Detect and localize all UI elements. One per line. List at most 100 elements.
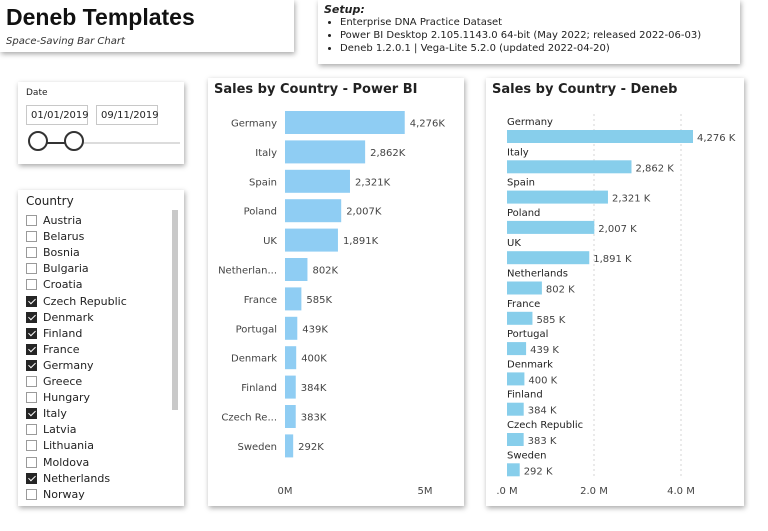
checkbox-icon[interactable] — [26, 392, 37, 404]
checkbox-icon[interactable] — [26, 311, 37, 323]
data-label: 2,862K — [370, 148, 406, 159]
checkbox-icon[interactable] — [26, 263, 37, 275]
bar — [507, 342, 527, 356]
category-label: Spain — [507, 178, 535, 189]
country-item-label: France — [43, 342, 80, 356]
country-item-label: Denmark — [43, 310, 94, 324]
setup-list: Enterprise DNA Practice Dataset Power BI… — [328, 16, 701, 55]
checkbox-icon[interactable] — [26, 247, 37, 259]
country-item-moldova[interactable]: Moldova — [26, 456, 176, 472]
data-label: 400K — [301, 354, 327, 365]
data-label: 292 K — [524, 466, 553, 477]
data-label: 4,276 K — [697, 133, 736, 144]
country-item-norway[interactable]: Norway — [26, 488, 176, 504]
bar — [285, 169, 350, 193]
data-label: 2,321K — [355, 177, 391, 188]
country-item-label: Finland — [43, 326, 83, 340]
checkbox-icon[interactable] — [26, 488, 37, 500]
country-item-label: Latvia — [43, 423, 77, 437]
category-label: Portugal — [507, 329, 548, 340]
date-slider-range — [38, 142, 74, 144]
country-item-croatia[interactable]: Croatia — [26, 278, 176, 294]
country-list-scrollbar[interactable] — [172, 210, 178, 410]
powerbi-bar-chart: Germany 4,276K Italy 2,862K Spain 2,321K Polan… — [218, 111, 445, 497]
country-item-greece[interactable]: Greece — [26, 375, 176, 391]
country-item-france[interactable]: France — [26, 343, 176, 359]
page-title: Deneb Templates — [6, 4, 195, 30]
end-date-input[interactable]: 09/11/2019 — [96, 105, 159, 125]
country-item-austria[interactable]: Austria — [26, 214, 176, 230]
bar — [507, 311, 533, 325]
checkbox-icon[interactable] — [26, 215, 37, 226]
category-label: UK — [263, 236, 277, 247]
x-tick-label: .0 M — [496, 486, 517, 497]
category-label: Italy — [507, 147, 529, 158]
deneb-chart-card: Sales by Country - Deneb Germany 4,276 K I… — [486, 78, 744, 506]
country-item-netherlands[interactable]: Netherlands — [26, 472, 176, 488]
category-label: Poland — [244, 207, 277, 218]
country-item-label: Austria — [43, 214, 82, 227]
data-label: 2,321 K — [612, 194, 651, 205]
data-label: 585 K — [536, 315, 565, 326]
start-date-input[interactable]: 01/01/2019 — [26, 105, 89, 125]
powerbi-chart-title: Sales by Country - Power BI — [214, 82, 418, 97]
checkbox-icon[interactable] — [26, 231, 37, 243]
date-slider-start-handle[interactable] — [28, 131, 48, 151]
powerbi-chart-card: Sales by Country - Power BI Germany 4,276… — [208, 78, 464, 506]
country-item-czech-republic[interactable]: Czech Republic — [26, 295, 176, 311]
date-slider-end-handle[interactable] — [64, 131, 84, 151]
country-item-italy[interactable]: Italy — [26, 407, 176, 423]
category-label: Sweden — [237, 442, 277, 453]
country-item-germany[interactable]: Germany — [26, 359, 176, 375]
deneb-chart-title: Sales by Country - Deneb — [492, 82, 678, 97]
country-item-bulgaria[interactable]: Bulgaria — [26, 262, 176, 278]
country-item-finland[interactable]: Finland — [26, 327, 176, 343]
country-item-lithuania[interactable]: Lithuania — [26, 439, 176, 455]
country-item-latvia[interactable]: Latvia — [26, 423, 176, 439]
category-label: France — [507, 299, 540, 310]
bar — [507, 402, 524, 416]
deneb-bar-chart: Germany 4,276 K Italy 2,862 K Spain 2,321 K Po… — [496, 114, 736, 497]
bar — [285, 258, 308, 281]
country-item-label: Moldova — [43, 455, 90, 469]
checkbox-icon[interactable] — [26, 456, 37, 468]
category-label: Germany — [231, 119, 277, 130]
checkbox-icon[interactable] — [26, 440, 37, 452]
country-item-label: Norway — [43, 487, 85, 501]
checkbox-icon[interactable] — [26, 279, 37, 291]
bar — [285, 228, 338, 252]
category-label: Czech Republic — [507, 420, 583, 431]
bar — [285, 405, 296, 428]
checkbox-icon[interactable] — [26, 295, 37, 307]
data-label: 585K — [306, 295, 332, 306]
country-item-label: Belarus — [43, 230, 85, 244]
bar — [507, 130, 693, 143]
checkbox-icon[interactable] — [26, 327, 37, 339]
bar — [507, 160, 632, 174]
data-label: 2,862 K — [635, 163, 674, 174]
checkbox-icon[interactable] — [26, 472, 37, 484]
category-label: Denmark — [231, 354, 277, 365]
checkbox-icon[interactable] — [26, 343, 37, 355]
country-item-denmark[interactable]: Denmark — [26, 311, 176, 327]
data-label: 802K — [312, 266, 338, 277]
data-label: 1,891K — [343, 236, 379, 247]
category-label: Sweden — [507, 450, 547, 461]
category-label: Poland — [507, 208, 540, 219]
checkbox-icon[interactable] — [26, 408, 37, 420]
country-item-label: Germany — [43, 358, 94, 372]
checkbox-icon[interactable] — [26, 376, 37, 387]
setup-heading: Setup: — [324, 3, 365, 16]
country-item-belarus[interactable]: Belarus — [26, 230, 176, 246]
setup-item-dataset: Enterprise DNA Practice Dataset — [340, 16, 701, 29]
country-item-label: Bosnia — [43, 246, 80, 260]
title-card: Deneb Templates Space-Saving Bar Chart — [0, 0, 294, 52]
category-label: Italy — [255, 148, 277, 159]
country-item-hungary[interactable]: Hungary — [26, 391, 176, 407]
bar — [285, 316, 298, 340]
checkbox-icon[interactable] — [26, 424, 37, 436]
country-item-bosnia[interactable]: Bosnia — [26, 246, 176, 262]
category-label: Denmark — [507, 359, 553, 370]
date-slider-track[interactable] — [38, 142, 180, 144]
checkbox-icon[interactable] — [26, 359, 37, 371]
